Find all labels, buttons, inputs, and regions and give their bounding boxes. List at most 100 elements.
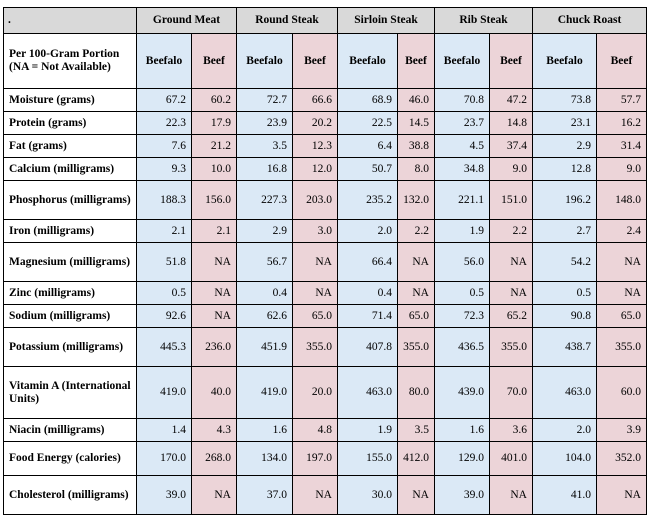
beef-value-cell: 16.2	[596, 111, 647, 135]
beefalo-subheader: Beefalo	[337, 33, 398, 89]
table-row: Sodium (milligrams) 92.6 NA 62.6 65.0 71.4 65.…	[3, 304, 647, 328]
row-label: Calcium (milligrams)	[3, 157, 137, 181]
beef-value-cell: 21.2	[191, 134, 237, 158]
beef-value-cell: 17.9	[191, 111, 237, 135]
beefalo-value-cell: 62.6	[236, 304, 293, 328]
beefalo-value-cell: 463.0	[532, 366, 597, 419]
nutrition-table: . Ground Meat Round Steak Sirloin Steak …	[3, 7, 647, 515]
beefalo-value-cell: 23.1	[532, 111, 597, 135]
animal-header-row: Per 100-Gram Portion (NA = Not Available…	[3, 33, 647, 89]
beefalo-value-cell: 0.5	[434, 281, 490, 305]
beefalo-value-cell: 41.0	[532, 475, 597, 515]
beefalo-value-cell: 0.5	[532, 281, 597, 305]
beefalo-value-cell: 16.8	[236, 157, 293, 181]
table-body: Moisture (grams) 67.2 60.2 72.7 66.6 68.9 46.0…	[3, 88, 647, 515]
beef-value-cell: 3.0	[292, 219, 338, 243]
beefalo-value-cell: 23.9	[236, 111, 293, 135]
beefalo-value-cell: 12.8	[532, 157, 597, 181]
beefalo-value-cell: 37.0	[236, 475, 293, 515]
table-row: Niacin (milligrams) 1.4 4.3 1.6 4.8 1.9 3.5 1.6…	[3, 418, 647, 442]
beefalo-value-cell: 9.3	[136, 157, 192, 181]
beef-value-cell: 80.0	[397, 366, 435, 419]
corner-cell: .	[3, 7, 137, 34]
row-label: Phosphorus (milligrams)	[3, 180, 137, 220]
beef-value-cell: 40.0	[191, 366, 237, 419]
beefalo-value-cell: 22.5	[337, 111, 398, 135]
beefalo-value-cell: 196.2	[532, 180, 597, 220]
beef-value-cell: NA	[397, 281, 435, 305]
beef-value-cell: 2.2	[489, 219, 533, 243]
beef-value-cell: 2.4	[596, 219, 647, 243]
beefalo-value-cell: 90.8	[532, 304, 597, 328]
beef-value-cell: 12.0	[292, 157, 338, 181]
row-label: Niacin (milligrams)	[3, 418, 137, 442]
table-row: Potassium (milligrams) 445.3 236.0 451.9 355…	[3, 327, 647, 367]
beef-value-cell: NA	[292, 475, 338, 515]
beef-value-cell: 65.0	[596, 304, 647, 328]
beef-value-cell: NA	[489, 475, 533, 515]
table-row: Vitamin A (International Units) 419.0 40.0…	[3, 366, 647, 419]
row-label: Iron (milligrams)	[3, 219, 137, 243]
beef-value-cell: 65.2	[489, 304, 533, 328]
beef-value-cell: 148.0	[596, 180, 647, 220]
beefalo-value-cell: 445.3	[136, 327, 192, 367]
beef-value-cell: 2.2	[397, 219, 435, 243]
cut-header: Chuck Roast	[532, 7, 647, 34]
beefalo-value-cell: 71.4	[337, 304, 398, 328]
beefalo-value-cell: 56.7	[236, 242, 293, 282]
beefalo-value-cell: 0.4	[337, 281, 398, 305]
beef-subheader: Beef	[292, 33, 338, 89]
beef-value-cell: 156.0	[191, 180, 237, 220]
table-row: Protein (grams) 22.3 17.9 23.9 20.2 22.5 14.5 2…	[3, 111, 647, 135]
beef-value-cell: 65.0	[397, 304, 435, 328]
beefalo-value-cell: 463.0	[337, 366, 398, 419]
beefalo-value-cell: 4.5	[434, 134, 490, 158]
beef-value-cell: 151.0	[489, 180, 533, 220]
beef-value-cell: 197.0	[292, 441, 338, 476]
beefalo-value-cell: 227.3	[236, 180, 293, 220]
beef-value-cell: NA	[489, 242, 533, 282]
beefalo-value-cell: 0.4	[236, 281, 293, 305]
beefalo-value-cell: 3.5	[236, 134, 293, 158]
beef-value-cell: 60.0	[596, 366, 647, 419]
beefalo-value-cell: 1.9	[434, 219, 490, 243]
table-row: Fat (grams) 7.6 21.2 3.5 12.3 6.4 38.8 4.5 37.4 2…	[3, 134, 647, 158]
beefalo-value-cell: 66.4	[337, 242, 398, 282]
beef-value-cell: 9.0	[596, 157, 647, 181]
row-label: Vitamin A (International Units)	[3, 366, 137, 419]
row-label: Moisture (grams)	[3, 88, 137, 112]
beef-value-cell: NA	[489, 281, 533, 305]
table-row: Food Energy (calories) 170.0 268.0 134.0 197…	[3, 441, 647, 476]
beef-value-cell: 12.3	[292, 134, 338, 158]
portion-label: Per 100-Gram Portion (NA = Not Available…	[3, 33, 137, 89]
beef-value-cell: 355.0	[596, 327, 647, 367]
beefalo-value-cell: 170.0	[136, 441, 192, 476]
beef-value-cell: 65.0	[292, 304, 338, 328]
row-label: Fat (grams)	[3, 134, 137, 158]
beef-value-cell: 132.0	[397, 180, 435, 220]
row-label: Potassium (milligrams)	[3, 327, 137, 367]
beefalo-value-cell: 436.5	[434, 327, 490, 367]
beefalo-value-cell: 70.8	[434, 88, 490, 112]
beef-value-cell: 38.8	[397, 134, 435, 158]
table-row: Moisture (grams) 67.2 60.2 72.7 66.6 68.9 46.0…	[3, 88, 647, 112]
beefalo-value-cell: 451.9	[236, 327, 293, 367]
row-label: Zinc (milligrams)	[3, 281, 137, 305]
beef-subheader: Beef	[596, 33, 647, 89]
beefalo-value-cell: 72.3	[434, 304, 490, 328]
beefalo-value-cell: 23.7	[434, 111, 490, 135]
beefalo-value-cell: 134.0	[236, 441, 293, 476]
beef-value-cell: 3.5	[397, 418, 435, 442]
beefalo-value-cell: 419.0	[136, 366, 192, 419]
beef-value-cell: 3.9	[596, 418, 647, 442]
beef-value-cell: 60.2	[191, 88, 237, 112]
beef-value-cell: NA	[292, 242, 338, 282]
beefalo-value-cell: 68.9	[337, 88, 398, 112]
beefalo-value-cell: 155.0	[337, 441, 398, 476]
beefalo-value-cell: 235.2	[337, 180, 398, 220]
beef-value-cell: NA	[191, 242, 237, 282]
beefalo-value-cell: 7.6	[136, 134, 192, 158]
beefalo-subheader: Beefalo	[136, 33, 192, 89]
cut-header: Rib Steak	[434, 7, 533, 34]
beef-value-cell: 412.0	[397, 441, 435, 476]
